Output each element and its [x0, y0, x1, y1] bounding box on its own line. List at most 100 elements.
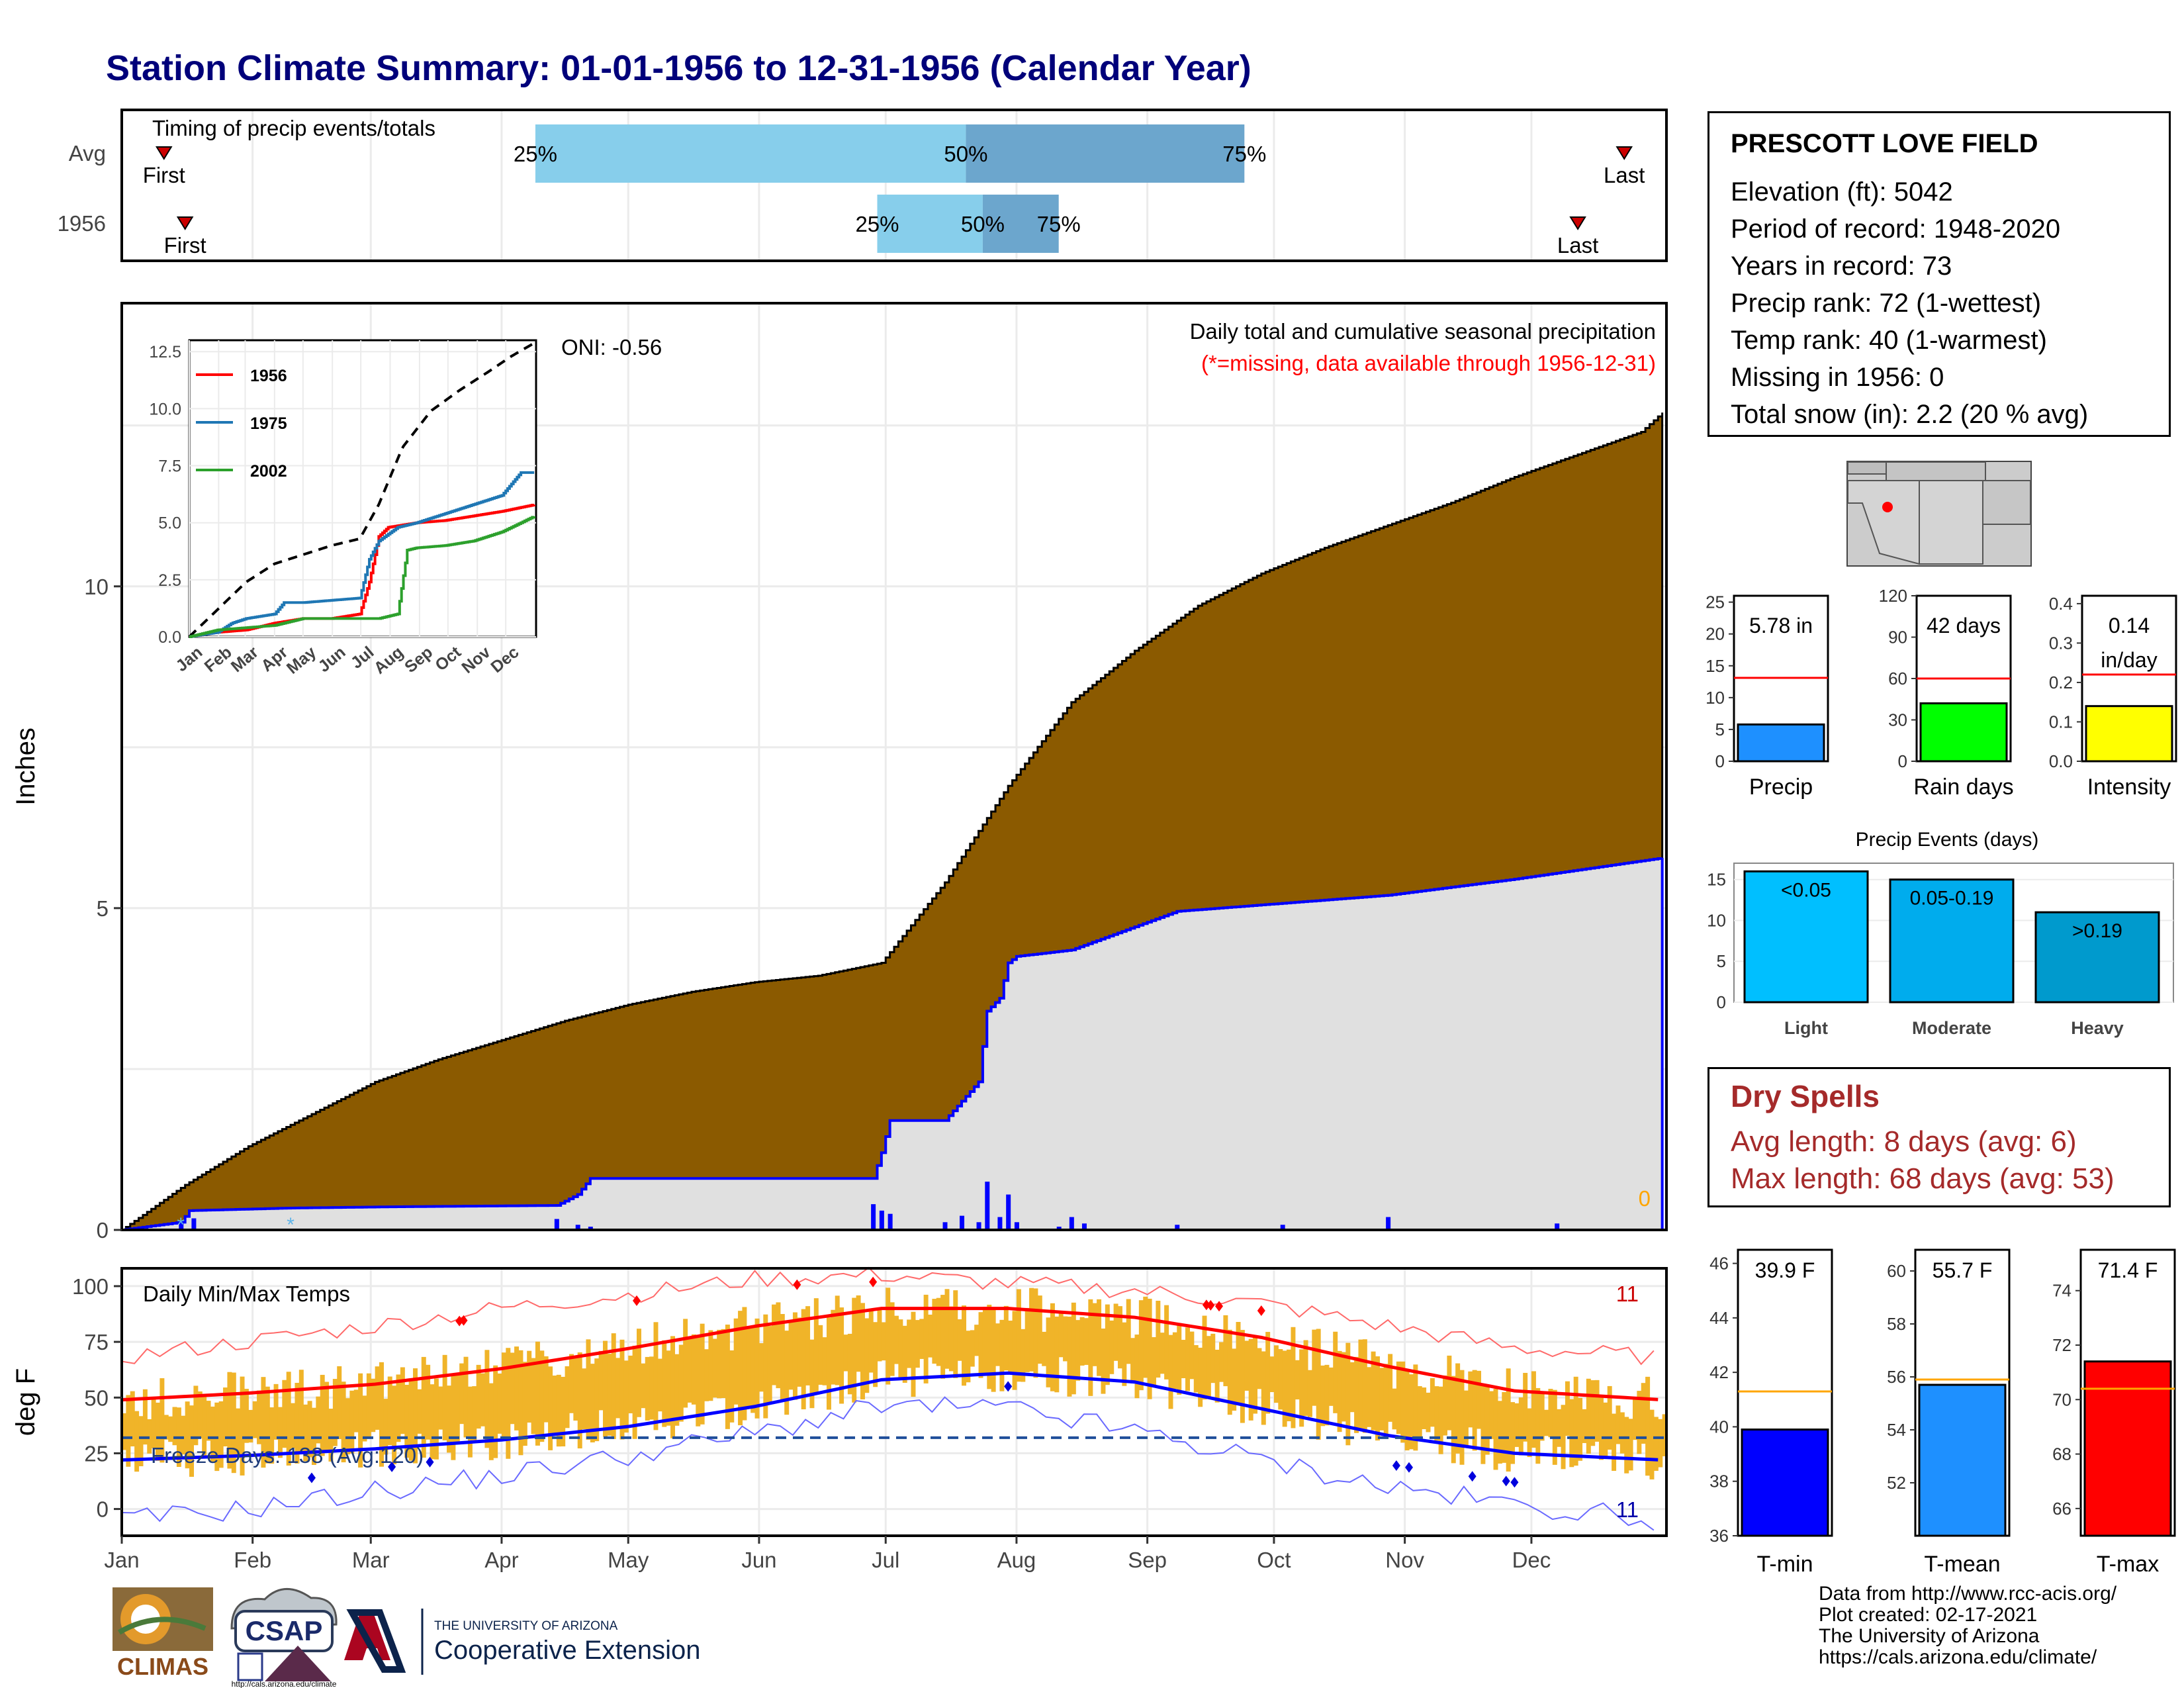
record-low-marker: [307, 1472, 316, 1483]
daily-temp-bar: [923, 1294, 929, 1383]
daily-precip-bar: [1006, 1194, 1011, 1230]
daily-temp-bar: [860, 1303, 865, 1399]
snow-marker: *: [177, 1214, 185, 1236]
daily-temp-bar: [1337, 1350, 1342, 1432]
daily-temp-bar: [1531, 1371, 1536, 1448]
station-precip-rank: Precip rank: 72 (1-wettest): [1731, 289, 2042, 318]
summary-ytick-label: 60: [1888, 669, 1907, 688]
record-high-marker: [455, 1315, 464, 1327]
station-name: PRESCOTT LOVE FIELD: [1731, 129, 2038, 158]
summary-value-bar: [1918, 1383, 2007, 1537]
daily-temp-bar: [712, 1338, 717, 1398]
summary-ytick-label: 44: [1709, 1308, 1729, 1328]
daily-temp-bar: [548, 1366, 553, 1450]
daily-temp-bar: [1117, 1306, 1122, 1369]
daily-temp-bar: [484, 1350, 490, 1448]
daily-temp-bar: [1619, 1412, 1625, 1454]
daily-temp-bar: [619, 1339, 625, 1440]
timing-title: Timing of precip events/totals: [152, 116, 435, 140]
temp-month-label: Sep: [1128, 1548, 1167, 1572]
daily-temp-bar: [1287, 1349, 1292, 1422]
daily-precip-bar: [942, 1222, 948, 1230]
daily-temp-bar: [1510, 1402, 1516, 1464]
daily-temp-bar: [159, 1378, 165, 1463]
daily-temp-bar: [1367, 1367, 1372, 1427]
daily-temp-bar: [1484, 1385, 1490, 1455]
climas-text: CLIMAS: [117, 1653, 208, 1680]
daily-temp-bar: [400, 1367, 405, 1434]
footer-plot-created: Plot created: 02-17-2021: [1819, 1604, 2038, 1626]
daily-temp-bar: [1506, 1368, 1511, 1472]
daily-temp-bar: [1472, 1370, 1477, 1451]
daily-temp-bar: [847, 1333, 852, 1395]
daily-temp-bar: [780, 1314, 785, 1401]
daily-temp-bar: [1113, 1303, 1118, 1361]
daily-temp-bar: [948, 1306, 954, 1372]
page-title: Station Climate Summary: 01-01-1956 to 1…: [106, 48, 1251, 88]
record-high-marker: [793, 1279, 801, 1290]
daily-temp-bar: [991, 1309, 996, 1392]
daily-temp-bar: [151, 1397, 156, 1448]
precip-corner-count: 0: [1639, 1186, 1651, 1211]
daily-temp-bar: [1447, 1355, 1452, 1430]
daily-precip-bar: [1014, 1222, 1019, 1230]
daily-temp-bar: [1105, 1304, 1110, 1385]
daily-temp-bar: [1046, 1317, 1051, 1387]
daily-temp-bar: [928, 1314, 933, 1358]
snow-marker: *: [287, 1214, 295, 1236]
temp-month-label: Oct: [1257, 1548, 1291, 1572]
daily-temp-bar: [1624, 1417, 1629, 1474]
summary-value-label: 71.4 F: [2098, 1258, 2158, 1282]
daily-temp-bar: [1612, 1413, 1617, 1471]
inset-line-1975: [189, 471, 535, 638]
daily-temp-bar: [282, 1380, 287, 1448]
events-ytick-label: 5: [1717, 951, 1726, 971]
daily-temp-bar: [864, 1318, 870, 1393]
timing-p50-label: 50%: [961, 212, 1005, 236]
daily-temp-bar: [459, 1363, 465, 1425]
daily-temp-bar: [202, 1393, 207, 1456]
daily-temp-bar: [598, 1350, 604, 1411]
daily-temp-bar: [586, 1339, 591, 1440]
timing-label-avg: Avg: [69, 141, 106, 165]
daily-temp-bar: [767, 1326, 772, 1403]
daily-temp-bar: [227, 1372, 232, 1469]
daily-temp-bar: [565, 1366, 570, 1429]
summary-ytick-label: 52: [1887, 1473, 1906, 1493]
temp-count-bottom: 11: [1616, 1497, 1639, 1522]
daily-temp-bar: [1008, 1321, 1013, 1374]
daily-temp-bar: [919, 1319, 925, 1359]
footer-url: https://cals.arizona.edu/climate/: [1819, 1646, 2097, 1668]
daily-temp-bar: [772, 1304, 777, 1385]
daily-temp-bar: [1193, 1345, 1199, 1393]
daily-temp-bar: [594, 1358, 600, 1442]
temp-title: Daily Min/Max Temps: [143, 1282, 350, 1306]
temp-month-label: Feb: [234, 1548, 271, 1572]
daily-temp-bar: [678, 1344, 684, 1422]
daily-temp-bar: [197, 1391, 203, 1438]
csap-logo: CSAP http://cals.arizona.edu/climate: [230, 1588, 338, 1688]
daily-temp-bar: [831, 1309, 836, 1385]
dry-spells-max: Max length: 68 days (avg: 53): [1731, 1162, 2115, 1195]
daily-temp-bar: [1535, 1387, 1541, 1464]
daily-temp-bar: [168, 1416, 173, 1442]
summary-value-label: 5.78 in: [1749, 614, 1813, 637]
station-snow: Total snow (in): 2.2 (20 % avg): [1731, 400, 2089, 429]
daily-temp-bar: [543, 1356, 549, 1423]
freeze-days-label: Freeze Days: 138 (Avg:120): [151, 1443, 424, 1468]
timing-chart: Timing of precip events/totals Avg 1956 …: [58, 109, 1668, 262]
precip-ylabel: Inches: [11, 727, 40, 806]
temp-summary-bars: 36 38 40 42 44 46 39.9 F T-min 52 54 56 58 60 55.7 F T…: [1709, 1248, 2176, 1577]
daily-temp-bar: [1244, 1340, 1250, 1391]
daily-temp-bar: [1518, 1397, 1524, 1456]
summary-ytick-label: 0: [1715, 751, 1725, 771]
daily-temp-bar: [122, 1413, 126, 1450]
daily-precip-bar: [1056, 1227, 1062, 1230]
events-bar: [2034, 911, 2160, 1004]
timing-bar-50-75: [982, 195, 1059, 253]
daily-temp-bar: [1092, 1303, 1097, 1366]
summary-value-label: 42 days: [1927, 614, 2001, 637]
temp-count-top: 11: [1616, 1282, 1639, 1306]
daily-temp-bar: [822, 1337, 827, 1385]
csap-url: http://cals.arizona.edu/climate: [232, 1679, 337, 1688]
